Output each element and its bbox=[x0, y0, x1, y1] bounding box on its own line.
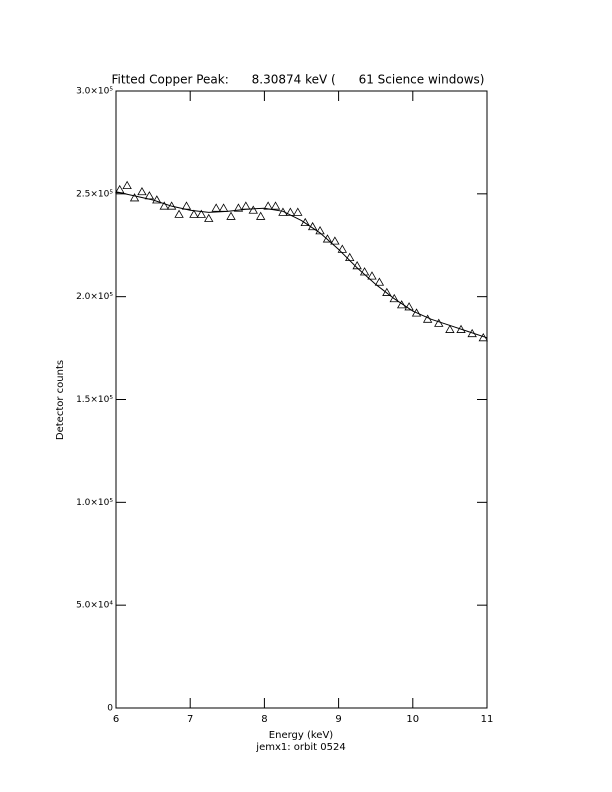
data-point bbox=[152, 195, 162, 204]
data-point bbox=[226, 211, 236, 220]
data-point bbox=[315, 226, 325, 235]
data-point bbox=[211, 203, 221, 212]
y-tick-label: 0 bbox=[107, 704, 113, 714]
data-point bbox=[129, 193, 140, 202]
data-point bbox=[181, 201, 192, 210]
data-point bbox=[456, 324, 466, 333]
data-point bbox=[330, 236, 340, 245]
chart-title: Fitted Copper Peak: 8.30874 keV ( 61 Sci… bbox=[112, 73, 485, 87]
data-point bbox=[122, 180, 132, 190]
x-tick-label: 9 bbox=[335, 714, 341, 725]
y-tick-label: 3.0×10⁵ bbox=[76, 87, 113, 97]
fit-line bbox=[115, 191, 488, 339]
data-point bbox=[137, 186, 147, 196]
data-point bbox=[374, 277, 385, 286]
data-point bbox=[285, 207, 296, 216]
data-point bbox=[204, 213, 214, 222]
x-tick-label: 6 bbox=[113, 714, 119, 725]
data-point bbox=[196, 209, 207, 218]
y-tick-label: 2.0×10⁵ bbox=[76, 292, 113, 302]
data-point bbox=[293, 207, 303, 216]
x-tick-label: 7 bbox=[187, 714, 193, 725]
data-point bbox=[218, 203, 229, 212]
data-point bbox=[256, 211, 266, 220]
data-point bbox=[382, 287, 392, 296]
data-point bbox=[322, 234, 333, 243]
data-point bbox=[270, 201, 281, 210]
data-point bbox=[233, 203, 244, 212]
data-point bbox=[159, 201, 169, 210]
data-point bbox=[189, 209, 199, 218]
y-axis-label: Detector counts bbox=[55, 360, 66, 440]
data-point bbox=[174, 209, 184, 218]
plot-frame bbox=[115, 90, 488, 709]
data-point bbox=[248, 205, 258, 214]
x-tick-label: 8 bbox=[261, 714, 267, 725]
data-point bbox=[404, 302, 414, 311]
chart-subtitle: jemx1: orbit 0524 bbox=[255, 742, 345, 753]
x-axis-label: Energy (keV) bbox=[269, 730, 334, 741]
data-point bbox=[241, 201, 251, 210]
x-tick-label: 10 bbox=[406, 714, 419, 725]
x-tick-label: 11 bbox=[481, 714, 494, 725]
data-point bbox=[389, 293, 399, 303]
data-point bbox=[144, 191, 155, 200]
y-tick-label: 1.5×10⁵ bbox=[76, 395, 113, 405]
y-tick-label: 2.5×10⁵ bbox=[76, 189, 113, 199]
y-tick-label: 1.0×10⁵ bbox=[76, 498, 113, 508]
data-point bbox=[367, 271, 377, 280]
y-tick-label: 5.0×10⁴ bbox=[76, 601, 113, 611]
data-point bbox=[337, 244, 347, 253]
data-point bbox=[411, 308, 422, 317]
data-point bbox=[445, 324, 455, 333]
